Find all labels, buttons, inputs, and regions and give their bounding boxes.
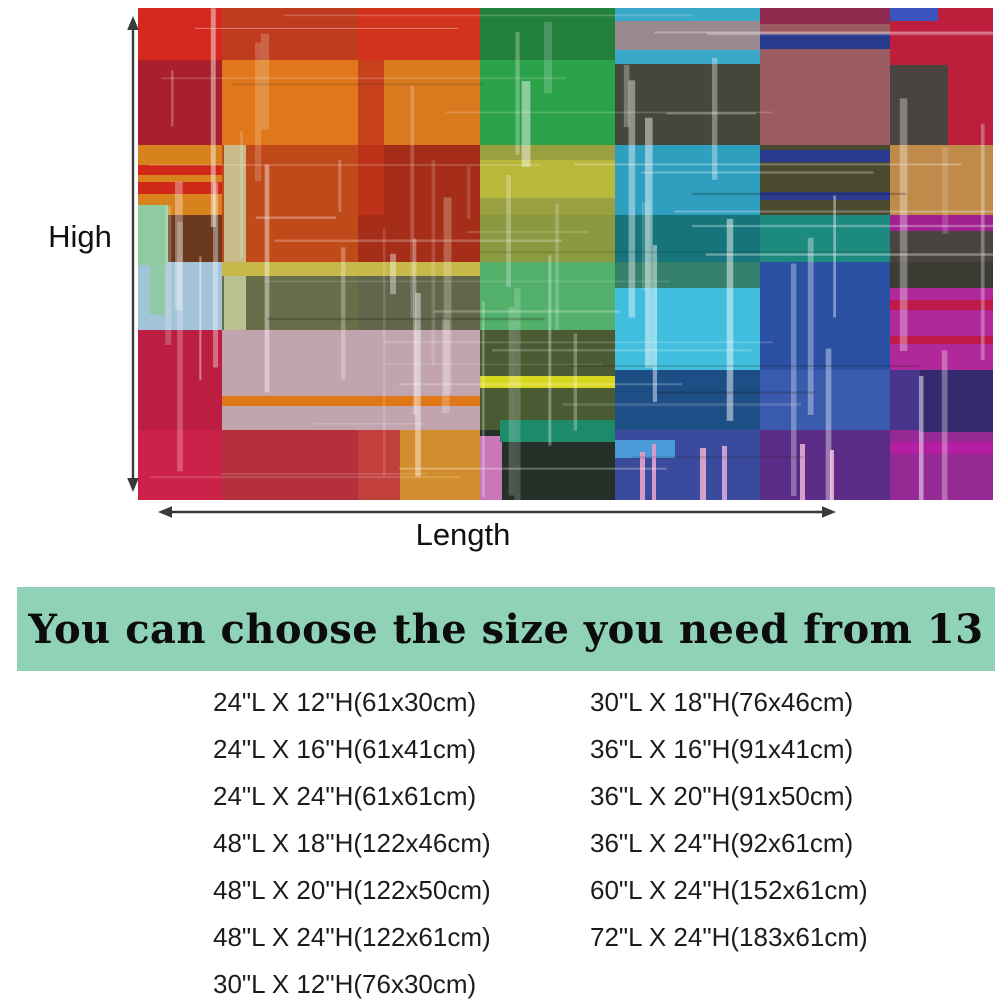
size-option: 24"L X 12"H(61x30cm) — [213, 687, 477, 717]
size-option: 36"L X 24"H(92x61cm) — [590, 828, 854, 858]
size-option: 60"L X 24"H(152x61cm) — [590, 875, 868, 905]
dimension-figure: High Length — [48, 8, 993, 552]
size-option: 36"L X 20"H(91x50cm) — [590, 781, 854, 811]
size-option: 48"L X 24"H(122x61cm) — [213, 922, 491, 952]
size-option: 24"L X 24"H(61x61cm) — [213, 781, 477, 811]
size-option: 48"L X 20"H(122x50cm) — [213, 875, 491, 905]
size-option: 36"L X 16"H(91x41cm) — [590, 734, 854, 764]
high-label: High — [48, 219, 112, 254]
length-label: Length — [415, 517, 511, 552]
size-option: 30"L X 12"H(76x30cm) — [213, 969, 477, 999]
size-option: 48"L X 18"H(122x46cm) — [213, 828, 491, 858]
banner-text: You can choose the size you need from 13 — [28, 605, 984, 653]
plaid-artwork — [138, 8, 993, 500]
size-column-right: 30"L X 18"H(76x46cm) 36"L X 16"H(91x41cm… — [590, 679, 995, 961]
size-column-left: 24"L X 12"H(61x30cm) 24"L X 16"H(61x41cm… — [213, 679, 590, 1002]
size-option: 24"L X 16"H(61x41cm) — [213, 734, 477, 764]
size-option: 30"L X 18"H(76x46cm) — [590, 687, 854, 717]
size-banner: You can choose the size you need from 13 — [17, 587, 995, 671]
size-option: 72"L X 24"H(183x61cm) — [590, 922, 868, 952]
